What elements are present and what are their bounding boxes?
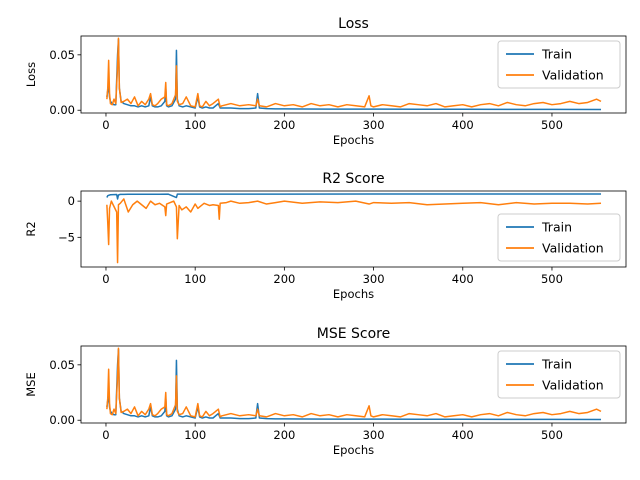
legend-box: [497, 350, 621, 399]
x-tick-label: 500: [541, 118, 563, 132]
x-tick-label: 100: [184, 118, 206, 132]
legend-label-validation: Validation: [542, 241, 604, 256]
series-line-validation: [106, 37, 602, 108]
x-tick-label: 100: [184, 428, 206, 442]
x-tick-label: 400: [452, 272, 474, 286]
y-tick-label: −5: [58, 230, 75, 244]
legend-label-train: Train: [541, 220, 572, 235]
legend: Train Validation: [497, 350, 621, 399]
chart-panel-1: 0 100 200 300 400 500 0.00 0.05 Loss Epochs Loss Tr…: [24, 16, 627, 147]
series-line-validation: [106, 347, 602, 418]
x-axis-label: Epochs: [333, 287, 374, 301]
chart-title: MSE Score: [317, 326, 390, 342]
y-axis-label: R2: [24, 221, 38, 236]
x-tick-label: 300: [363, 118, 385, 132]
series-line-train: [106, 193, 602, 200]
x-tick-label: 0: [102, 272, 109, 286]
x-tick-label: 500: [541, 272, 563, 286]
y-tick-label: 0.00: [49, 413, 75, 427]
chart-title: Loss: [338, 16, 369, 32]
x-tick-label: 400: [452, 118, 474, 132]
x-tick-label: 0: [102, 428, 109, 442]
legend-box: [497, 40, 621, 89]
y-axis-label: MSE: [24, 372, 38, 397]
legend-box: [497, 213, 621, 262]
y-tick-label: 0.05: [49, 358, 75, 372]
axes-frame: [80, 345, 627, 424]
x-axis-label: Epochs: [333, 443, 374, 457]
x-axis-label: Epochs: [333, 133, 374, 147]
legend-label-validation: Validation: [542, 378, 604, 393]
x-tick-label: 100: [184, 272, 206, 286]
x-tick-label: 200: [273, 272, 295, 286]
chart-panel-2: 0 100 200 300 400 500 −5 0 R2 Score Epochs R2 Train…: [24, 171, 627, 301]
x-tick-label: 300: [363, 272, 385, 286]
legend: Train Validation: [497, 40, 621, 89]
chart-title: R2 Score: [322, 171, 384, 187]
x-tick-label: 500: [541, 428, 563, 442]
legend: Train Validation: [497, 213, 621, 262]
x-tick-label: 200: [273, 428, 295, 442]
y-axis-label: Loss: [24, 62, 38, 87]
x-tick-label: 200: [273, 118, 295, 132]
x-tick-label: 400: [452, 428, 474, 442]
legend-label-train: Train: [541, 357, 572, 372]
y-tick-label: 0: [68, 194, 75, 208]
chart-panel-3: 0 100 200 300 400 500 0.00 0.05 MSE Score Epochs M…: [24, 326, 627, 457]
legend-label-train: Train: [541, 47, 572, 62]
x-tick-label: 300: [363, 428, 385, 442]
legend-label-validation: Validation: [542, 68, 604, 83]
y-tick-label: 0.05: [49, 48, 75, 62]
series-line-validation: [106, 198, 602, 264]
axes-frame: [80, 190, 627, 268]
y-tick-label: 0.00: [49, 103, 75, 117]
x-tick-label: 0: [102, 118, 109, 132]
axes-frame: [80, 35, 627, 114]
